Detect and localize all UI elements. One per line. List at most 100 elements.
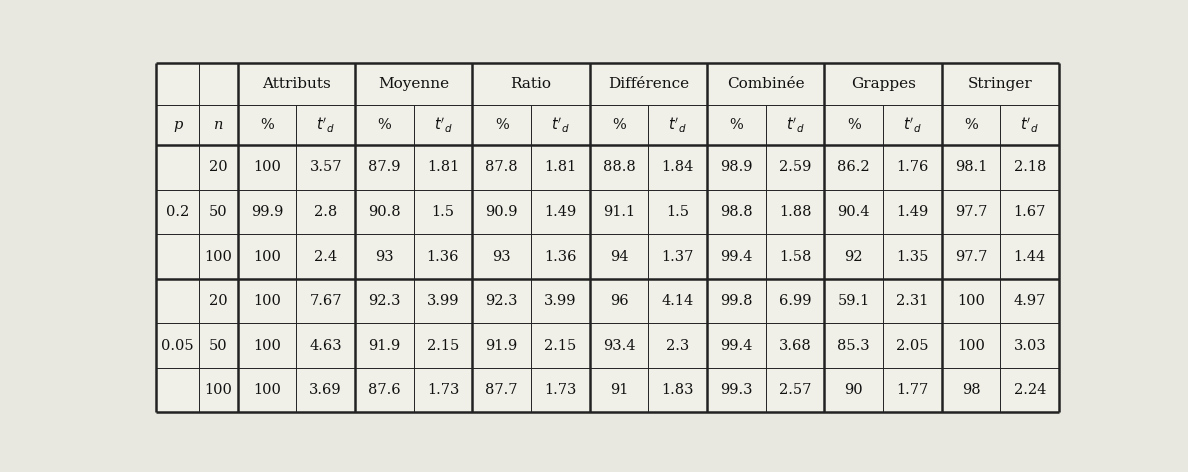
Text: 100: 100 — [204, 250, 232, 263]
Text: 1.49: 1.49 — [544, 205, 576, 219]
Text: %: % — [847, 118, 860, 132]
Text: 2.15: 2.15 — [426, 338, 459, 353]
Text: 3.99: 3.99 — [426, 294, 460, 308]
Text: 2.31: 2.31 — [896, 294, 929, 308]
Text: 4.14: 4.14 — [662, 294, 694, 308]
Text: 100: 100 — [204, 383, 232, 397]
Text: 91.1: 91.1 — [604, 205, 636, 219]
Text: 87.6: 87.6 — [368, 383, 400, 397]
Text: 1.73: 1.73 — [426, 383, 460, 397]
Text: 99.9: 99.9 — [251, 205, 283, 219]
Text: 1.37: 1.37 — [662, 250, 694, 263]
Text: 91.9: 91.9 — [368, 338, 400, 353]
Text: 85.3: 85.3 — [838, 338, 870, 353]
Text: 1.36: 1.36 — [426, 250, 460, 263]
Text: 90.9: 90.9 — [486, 205, 518, 219]
Text: $t'_d$: $t'_d$ — [785, 116, 804, 135]
Text: 3.57: 3.57 — [309, 160, 342, 175]
Text: 100: 100 — [253, 160, 280, 175]
Text: 2.15: 2.15 — [544, 338, 576, 353]
Text: 1.36: 1.36 — [544, 250, 576, 263]
Text: 1.49: 1.49 — [896, 205, 929, 219]
Text: %: % — [378, 118, 391, 132]
Text: 1.84: 1.84 — [662, 160, 694, 175]
Text: 1.5: 1.5 — [431, 205, 455, 219]
Text: 3.99: 3.99 — [544, 294, 576, 308]
Text: $t'_d$: $t'_d$ — [434, 116, 453, 135]
Text: %: % — [495, 118, 508, 132]
Text: 1.77: 1.77 — [896, 383, 929, 397]
Text: Combinée: Combinée — [727, 77, 804, 91]
Text: 91.9: 91.9 — [486, 338, 518, 353]
Text: 3.68: 3.68 — [778, 338, 811, 353]
Text: 93.4: 93.4 — [602, 338, 636, 353]
Text: 90.8: 90.8 — [368, 205, 400, 219]
Text: 1.88: 1.88 — [779, 205, 811, 219]
Text: 98: 98 — [962, 383, 980, 397]
Text: 2.59: 2.59 — [779, 160, 811, 175]
Text: 98.9: 98.9 — [720, 160, 753, 175]
Text: 87.9: 87.9 — [368, 160, 400, 175]
Text: 100: 100 — [958, 294, 985, 308]
Text: Ratio: Ratio — [511, 77, 551, 91]
Text: 100: 100 — [253, 250, 280, 263]
Text: 99.4: 99.4 — [720, 338, 752, 353]
Text: %: % — [729, 118, 744, 132]
Text: 1.58: 1.58 — [779, 250, 811, 263]
Text: 1.5: 1.5 — [666, 205, 689, 219]
Text: 97.7: 97.7 — [955, 205, 987, 219]
Text: Différence: Différence — [608, 77, 689, 91]
Text: 3.69: 3.69 — [309, 383, 342, 397]
Text: 0.2: 0.2 — [166, 205, 189, 219]
Text: 50: 50 — [209, 338, 228, 353]
Text: 1.35: 1.35 — [896, 250, 929, 263]
Text: 1.44: 1.44 — [1013, 250, 1045, 263]
Text: 99.8: 99.8 — [720, 294, 753, 308]
Text: 4.63: 4.63 — [309, 338, 342, 353]
Text: 0.05: 0.05 — [162, 338, 194, 353]
Text: 1.81: 1.81 — [544, 160, 576, 175]
Text: 92.3: 92.3 — [486, 294, 518, 308]
Text: 2.18: 2.18 — [1013, 160, 1045, 175]
Text: 2.57: 2.57 — [779, 383, 811, 397]
Text: 94: 94 — [609, 250, 628, 263]
Text: 1.73: 1.73 — [544, 383, 576, 397]
Text: 7.67: 7.67 — [309, 294, 342, 308]
Text: 3.03: 3.03 — [1013, 338, 1047, 353]
Text: $t'_d$: $t'_d$ — [1020, 116, 1040, 135]
Text: %: % — [260, 118, 274, 132]
Text: 88.8: 88.8 — [602, 160, 636, 175]
Text: $t'_d$: $t'_d$ — [316, 116, 335, 135]
Text: 100: 100 — [253, 294, 280, 308]
Text: 2.05: 2.05 — [896, 338, 929, 353]
Text: 93: 93 — [375, 250, 393, 263]
Text: %: % — [612, 118, 626, 132]
Text: 97.7: 97.7 — [955, 250, 987, 263]
Text: 90.4: 90.4 — [838, 205, 870, 219]
Text: 100: 100 — [253, 383, 280, 397]
Text: Grappes: Grappes — [851, 77, 916, 91]
Text: $t'_d$: $t'_d$ — [551, 116, 570, 135]
Text: 1.81: 1.81 — [426, 160, 459, 175]
Text: 99.3: 99.3 — [720, 383, 753, 397]
Text: Attributs: Attributs — [261, 77, 330, 91]
Text: 2.4: 2.4 — [314, 250, 337, 263]
Text: 91: 91 — [609, 383, 628, 397]
Text: 4.97: 4.97 — [1013, 294, 1045, 308]
Text: 1.83: 1.83 — [662, 383, 694, 397]
Text: 6.99: 6.99 — [779, 294, 811, 308]
Text: 90: 90 — [845, 383, 862, 397]
Text: 100: 100 — [253, 338, 280, 353]
Text: 20: 20 — [209, 294, 228, 308]
Text: Stringer: Stringer — [968, 77, 1032, 91]
Text: 87.7: 87.7 — [486, 383, 518, 397]
Text: 98.1: 98.1 — [955, 160, 987, 175]
Text: 1.76: 1.76 — [896, 160, 929, 175]
Text: 92.3: 92.3 — [368, 294, 400, 308]
Text: 1.67: 1.67 — [1013, 205, 1045, 219]
Text: 86.2: 86.2 — [838, 160, 870, 175]
Text: 2.24: 2.24 — [1013, 383, 1045, 397]
Text: n: n — [214, 118, 223, 132]
Text: 20: 20 — [209, 160, 228, 175]
Text: $t'_d$: $t'_d$ — [669, 116, 687, 135]
